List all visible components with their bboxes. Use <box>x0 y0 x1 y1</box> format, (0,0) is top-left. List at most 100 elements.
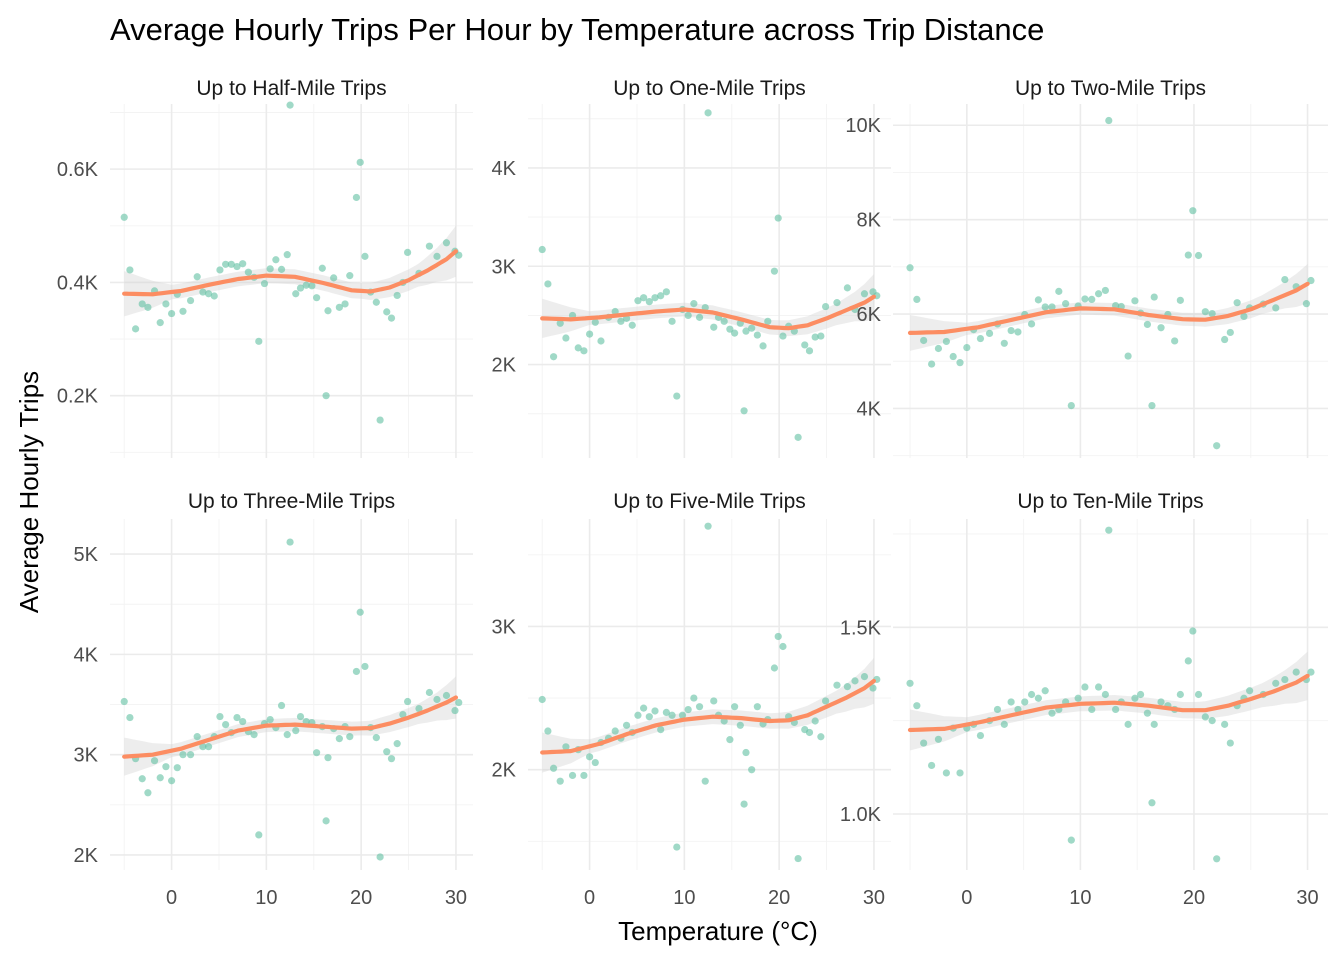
data-point <box>833 681 841 689</box>
data-point <box>1157 324 1165 332</box>
data-point <box>1007 698 1015 706</box>
data-point <box>1041 687 1049 695</box>
data-point <box>255 831 263 839</box>
data-point <box>851 677 859 685</box>
data-point <box>690 300 698 308</box>
data-point <box>1041 303 1049 311</box>
data-point <box>260 279 269 288</box>
data-point <box>255 337 263 345</box>
data-point <box>779 642 787 651</box>
data-point <box>622 721 631 729</box>
data-point <box>239 260 247 268</box>
data-point <box>1094 290 1103 298</box>
data-point <box>442 691 451 700</box>
data-point <box>433 695 441 704</box>
chart-title: Average Hourly Trips Per Hour by Tempera… <box>110 12 1044 47</box>
data-point <box>335 735 343 743</box>
data-point <box>138 300 146 308</box>
data-point <box>860 672 869 681</box>
y-tick-label: 2K <box>492 355 517 377</box>
data-point <box>120 213 128 221</box>
data-point <box>645 298 653 306</box>
panel-title: Up to Half-Mile Trips <box>196 77 386 100</box>
data-point <box>433 252 441 260</box>
x-axis-title: Temperature (°C) <box>618 916 818 946</box>
data-point <box>805 728 814 737</box>
y-tick-label: 3K <box>492 256 517 278</box>
data-point <box>742 748 750 757</box>
data-point <box>199 288 207 296</box>
facet-panels: Up to Half-Mile Trips 0.2K 0.4K 0.6K Up to O… <box>57 77 1328 909</box>
y-tick-label: 4K <box>857 398 882 420</box>
data-point <box>144 789 152 797</box>
data-point <box>1124 720 1132 728</box>
facet-panel: Up to Five-Mile Trips 2K 3K 0 10 20 30 <box>492 490 891 909</box>
data-point <box>695 703 704 711</box>
data-point <box>770 664 779 672</box>
data-point <box>302 281 310 289</box>
data-point <box>1067 402 1075 410</box>
data-point <box>817 733 825 741</box>
data-point <box>1194 690 1203 699</box>
data-point <box>222 260 230 268</box>
data-point <box>591 758 599 767</box>
data-point <box>651 707 659 715</box>
data-point <box>352 193 361 202</box>
data-point <box>913 295 921 304</box>
data-point <box>574 344 582 352</box>
data-point <box>869 684 877 692</box>
data-point <box>1131 297 1139 305</box>
data-point <box>949 352 957 361</box>
data-point <box>1189 207 1197 215</box>
data-point <box>726 736 734 744</box>
data-point <box>801 341 809 349</box>
data-point <box>678 711 687 719</box>
panel-title: Up to Three-Mile Trips <box>188 490 395 513</box>
data-point <box>701 777 709 785</box>
data-point <box>1189 627 1197 635</box>
data-point <box>822 697 830 705</box>
data-point <box>860 290 869 298</box>
data-point <box>1000 720 1008 728</box>
data-point <box>399 710 407 719</box>
data-point <box>1074 694 1082 702</box>
data-point <box>210 292 218 300</box>
data-point <box>740 800 748 808</box>
data-point <box>244 268 252 276</box>
data-point <box>286 101 294 109</box>
data-point <box>376 416 384 424</box>
data-point <box>204 743 213 751</box>
data-point <box>617 317 625 325</box>
smooth-trend-line <box>907 673 1310 733</box>
data-point <box>759 342 767 350</box>
data-point <box>1105 116 1113 125</box>
data-point <box>1213 855 1221 863</box>
data-point <box>956 359 964 367</box>
data-point <box>162 300 170 308</box>
data-point <box>668 711 676 719</box>
data-point <box>993 705 1002 714</box>
data-point <box>562 334 570 342</box>
data-point <box>1014 328 1022 336</box>
data-point <box>193 733 201 741</box>
data-point <box>1081 683 1089 691</box>
data-point <box>387 314 396 322</box>
data-point <box>138 775 146 783</box>
facet-panel: Up to One-Mile Trips 2K 3K 4K <box>492 77 891 458</box>
data-point <box>144 303 152 311</box>
data-point <box>673 392 681 400</box>
data-point <box>372 298 380 306</box>
data-point <box>387 755 396 763</box>
data-point <box>634 297 642 305</box>
data-point <box>1221 720 1229 728</box>
data-point <box>538 695 546 704</box>
x-tick-label: 10 <box>255 887 277 909</box>
data-point <box>843 284 852 292</box>
panel-title: Up to Ten-Mile Trips <box>1017 490 1203 513</box>
data-point <box>1112 705 1120 714</box>
y-tick-label: 3K <box>492 616 517 638</box>
data-point <box>774 632 782 641</box>
data-point <box>1034 296 1042 304</box>
data-point <box>651 294 659 302</box>
